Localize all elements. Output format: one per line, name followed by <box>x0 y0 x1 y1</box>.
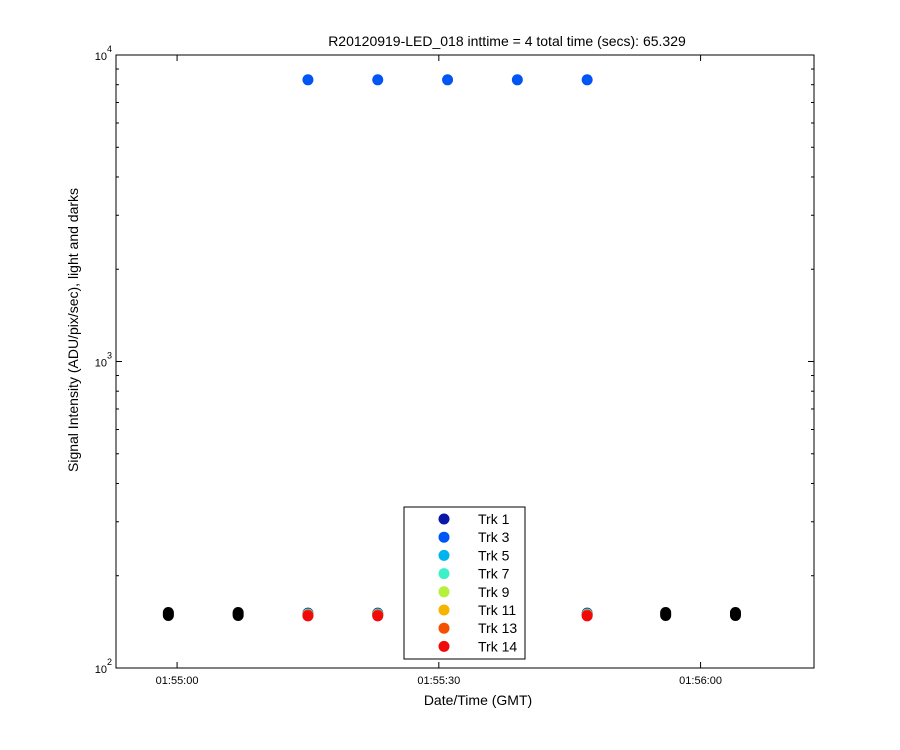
legend-label: Trk 5 <box>478 547 510 563</box>
legend-marker <box>438 640 450 652</box>
data-points <box>162 74 741 622</box>
y-tick-label-exponent: 2 <box>107 657 112 667</box>
legend-label: Trk 7 <box>478 566 510 582</box>
dark-point <box>162 610 174 622</box>
y-tick-label-base: 10 <box>95 358 107 370</box>
y-tick-label-exponent: 4 <box>107 44 112 54</box>
legend-label: Trk 13 <box>478 620 517 636</box>
data-point <box>581 74 593 86</box>
data-point <box>302 610 314 622</box>
legend-marker <box>438 568 450 580</box>
legend-label: Trk 14 <box>478 638 517 654</box>
legend-marker <box>438 604 450 616</box>
data-point <box>442 74 454 86</box>
data-point <box>302 74 314 86</box>
legend-box <box>403 506 526 660</box>
legend-label: Trk 3 <box>478 529 510 545</box>
legend-marker <box>438 549 450 561</box>
y-tick-label-base: 10 <box>95 51 107 63</box>
y-tick-label-base: 10 <box>95 664 107 676</box>
axis-ticks <box>116 54 814 669</box>
chart-title: R20120919-LED_018 inttime = 4 total time… <box>328 33 686 49</box>
y-axis-label: Signal Intensity (ADU/pix/sec), light an… <box>65 188 81 472</box>
legend-marker <box>438 586 450 598</box>
y-tick-label-exponent: 3 <box>107 351 112 361</box>
legend-marker <box>438 513 450 525</box>
legend-label: Trk 9 <box>478 584 510 600</box>
dark-point <box>729 610 741 622</box>
data-point <box>581 610 593 622</box>
legend-label: Trk 11 <box>478 602 516 618</box>
dark-point <box>660 610 672 622</box>
legend-marker <box>438 622 450 634</box>
data-point <box>372 74 384 86</box>
data-point <box>511 74 523 86</box>
dark-point <box>232 610 244 622</box>
x-tick-label: 01:55:30 <box>417 675 460 687</box>
data-point <box>372 610 384 622</box>
x-tick-label: 01:56:00 <box>679 675 722 687</box>
legend-label: Trk 1 <box>478 511 510 527</box>
x-axis-label: Date/Time (GMT) <box>424 692 532 708</box>
legend: Trk 1 Trk 3 Trk 5 Trk 7 Trk 9 Trk 11 Trk 13 Trk… <box>403 506 526 660</box>
legend-marker <box>438 531 450 543</box>
x-tick-label: 01:55:00 <box>156 675 199 687</box>
x-tick-labels: 01:55:00 01:55:30 01:56:00 <box>156 675 722 687</box>
